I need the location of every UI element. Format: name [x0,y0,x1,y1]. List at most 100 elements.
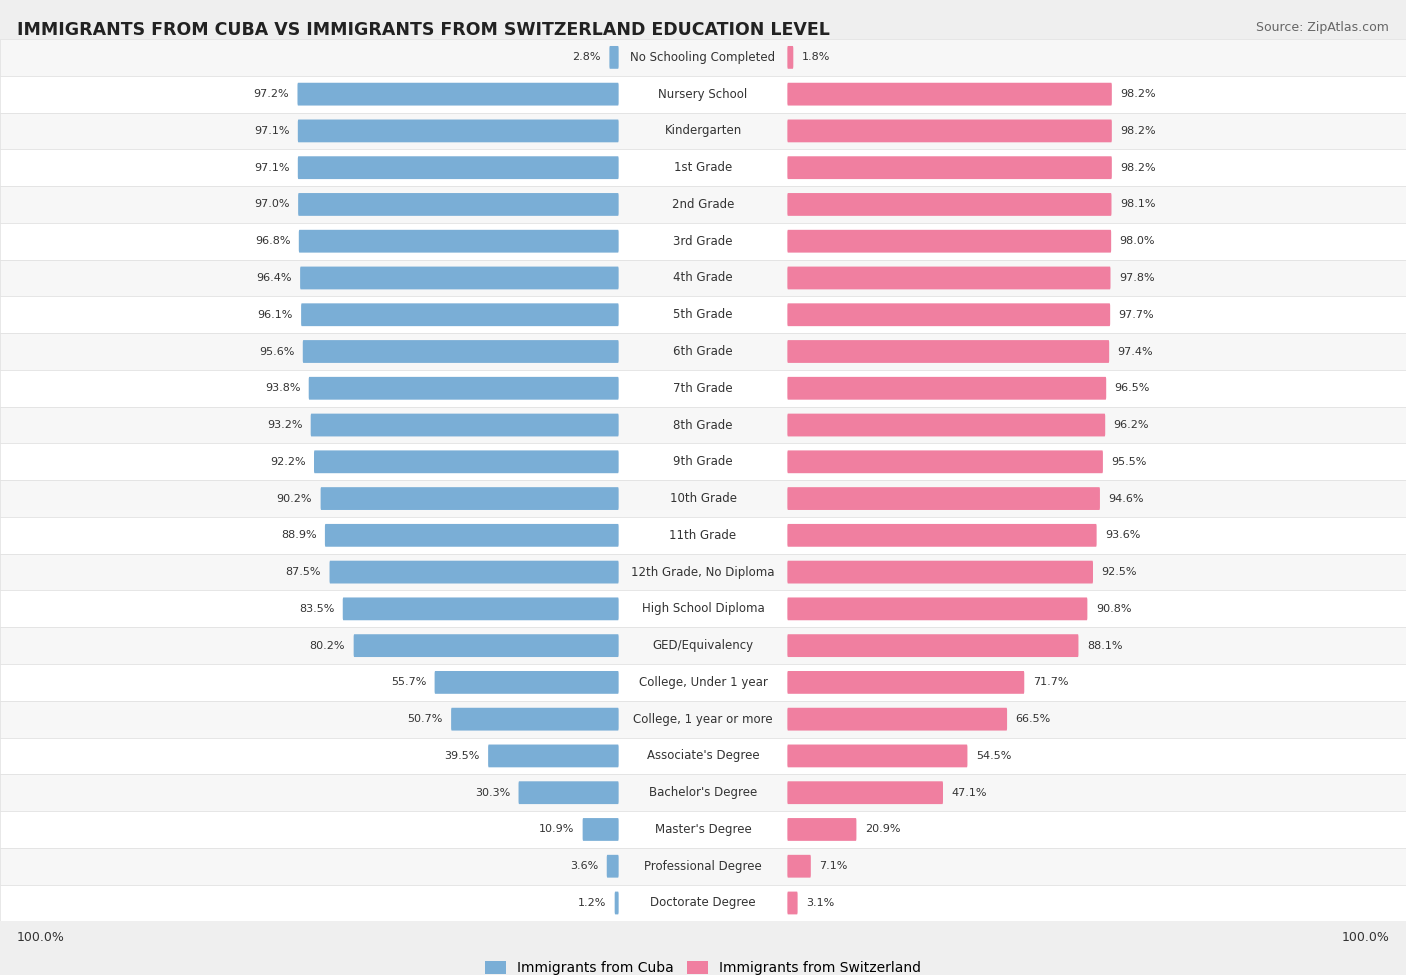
Text: 9th Grade: 9th Grade [673,455,733,468]
Text: 93.6%: 93.6% [1105,530,1140,540]
Text: 97.0%: 97.0% [254,200,290,210]
Bar [0,848,1406,884]
Text: 90.2%: 90.2% [277,493,312,503]
Bar [0,884,1406,921]
Bar [0,370,1406,407]
Text: 3.1%: 3.1% [806,898,834,908]
Text: Bachelor's Degree: Bachelor's Degree [650,786,756,799]
Bar [0,517,1406,554]
Text: 97.7%: 97.7% [1119,310,1154,320]
Text: 96.1%: 96.1% [257,310,292,320]
Text: 100.0%: 100.0% [17,931,65,945]
Text: 2nd Grade: 2nd Grade [672,198,734,211]
FancyBboxPatch shape [314,450,619,473]
Text: 8th Grade: 8th Grade [673,418,733,432]
Bar [0,701,1406,737]
FancyBboxPatch shape [787,671,1024,694]
FancyBboxPatch shape [298,156,619,179]
Bar [0,627,1406,664]
Bar [0,444,1406,481]
FancyBboxPatch shape [311,413,619,437]
FancyBboxPatch shape [321,488,619,510]
Text: Source: ZipAtlas.com: Source: ZipAtlas.com [1256,21,1389,34]
FancyBboxPatch shape [301,303,619,327]
FancyBboxPatch shape [298,83,619,105]
FancyBboxPatch shape [343,598,619,620]
Text: 5th Grade: 5th Grade [673,308,733,321]
FancyBboxPatch shape [787,303,1111,327]
Text: 4th Grade: 4th Grade [673,271,733,285]
FancyBboxPatch shape [787,818,856,840]
Text: 30.3%: 30.3% [475,788,510,798]
FancyBboxPatch shape [354,634,619,657]
Text: 20.9%: 20.9% [865,825,900,835]
Text: 47.1%: 47.1% [952,788,987,798]
Bar [0,407,1406,444]
FancyBboxPatch shape [787,891,797,915]
FancyBboxPatch shape [614,891,619,915]
Text: 96.5%: 96.5% [1115,383,1150,393]
Text: 98.2%: 98.2% [1121,163,1156,173]
Legend: Immigrants from Cuba, Immigrants from Switzerland: Immigrants from Cuba, Immigrants from Sw… [479,956,927,975]
Bar [0,554,1406,591]
FancyBboxPatch shape [582,818,619,840]
Text: 98.1%: 98.1% [1121,200,1156,210]
Bar [0,296,1406,333]
Bar [0,186,1406,223]
Text: No Schooling Completed: No Schooling Completed [630,51,776,64]
Text: GED/Equivalency: GED/Equivalency [652,640,754,652]
Text: 87.5%: 87.5% [285,567,321,577]
Text: 96.8%: 96.8% [254,236,291,247]
Text: 1st Grade: 1st Grade [673,161,733,175]
FancyBboxPatch shape [787,524,1097,547]
FancyBboxPatch shape [787,598,1087,620]
FancyBboxPatch shape [787,488,1099,510]
Text: 97.8%: 97.8% [1119,273,1154,283]
Text: 3.6%: 3.6% [569,861,599,872]
Text: 98.0%: 98.0% [1119,236,1156,247]
Text: 96.2%: 96.2% [1114,420,1149,430]
Text: Kindergarten: Kindergarten [665,125,741,137]
Text: College, Under 1 year: College, Under 1 year [638,676,768,689]
FancyBboxPatch shape [451,708,619,730]
Text: 96.4%: 96.4% [256,273,291,283]
Text: 97.4%: 97.4% [1118,346,1153,357]
Bar [0,149,1406,186]
FancyBboxPatch shape [434,671,619,694]
Bar [0,664,1406,701]
Text: 7th Grade: 7th Grade [673,382,733,395]
FancyBboxPatch shape [787,83,1112,105]
Text: 95.6%: 95.6% [259,346,294,357]
Text: 7.1%: 7.1% [820,861,848,872]
FancyBboxPatch shape [488,745,619,767]
Text: 12th Grade, No Diploma: 12th Grade, No Diploma [631,566,775,578]
Bar [0,811,1406,848]
Text: 93.8%: 93.8% [264,383,301,393]
FancyBboxPatch shape [787,193,1112,215]
FancyBboxPatch shape [787,156,1112,179]
Text: 80.2%: 80.2% [309,641,346,650]
Text: 97.1%: 97.1% [254,126,290,136]
FancyBboxPatch shape [787,46,793,69]
Text: 71.7%: 71.7% [1032,678,1069,687]
Text: 10th Grade: 10th Grade [669,492,737,505]
Text: 92.2%: 92.2% [270,457,305,467]
Text: 95.5%: 95.5% [1111,457,1147,467]
Text: High School Diploma: High School Diploma [641,603,765,615]
Bar [0,112,1406,149]
FancyBboxPatch shape [787,855,811,878]
Text: 6th Grade: 6th Grade [673,345,733,358]
FancyBboxPatch shape [519,781,619,804]
Text: 92.5%: 92.5% [1101,567,1137,577]
FancyBboxPatch shape [787,120,1112,142]
FancyBboxPatch shape [787,634,1078,657]
Bar [0,737,1406,774]
Text: 93.2%: 93.2% [267,420,302,430]
Text: 1.8%: 1.8% [801,53,830,62]
Text: 97.1%: 97.1% [254,163,290,173]
FancyBboxPatch shape [298,193,619,215]
Text: 3rd Grade: 3rd Grade [673,235,733,248]
Bar [0,223,1406,259]
Text: Master's Degree: Master's Degree [655,823,751,836]
Text: 66.5%: 66.5% [1015,714,1050,724]
